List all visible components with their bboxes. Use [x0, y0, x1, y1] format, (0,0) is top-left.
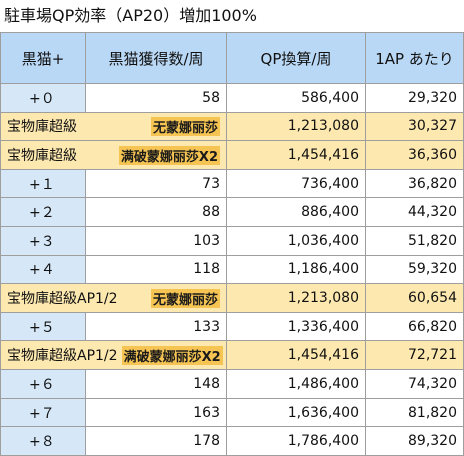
table-row: +０ 58 586,400 29,320	[0, 83, 464, 113]
col-header-qp: QP換算/周	[226, 32, 366, 84]
quest-label: 宝物庫超級AP1/2	[7, 291, 118, 308]
col-header-per-ap: 1AP あたり	[365, 32, 464, 84]
table-row: +３ 103 1,036,400 51,820	[0, 226, 464, 256]
np-note: 满破蒙娜丽莎X2	[118, 145, 220, 165]
quest-label: 宝物庫超級	[7, 148, 77, 165]
table-row: +７ 163 1,636,400 81,820	[0, 397, 464, 428]
qp-cell: 1,336,400	[226, 311, 366, 342]
table-row: +２ 88 886,400 44,320	[0, 197, 464, 228]
qp-cell: 1,186,400	[226, 254, 366, 285]
drop-count-cell: 118	[85, 254, 227, 285]
qp-cell: 736,400	[226, 168, 366, 199]
special-label-cell: 宝物庫超級AP1/2 无蒙娜丽莎	[0, 283, 227, 313]
per-ap-cell: 81,820	[365, 397, 464, 428]
table-row: +６ 148 1,486,400 74,320	[0, 369, 464, 399]
per-ap-cell: 60,654	[365, 283, 464, 313]
per-ap-cell: 59,320	[365, 254, 464, 285]
special-label-cell: 宝物庫超級AP1/2 满破蒙娜丽莎X2	[0, 340, 227, 371]
table-row: 宝物庫超級AP1/2 无蒙娜丽莎 1,213,080 60,654	[0, 283, 464, 313]
special-label-cell: 宝物庫超級 满破蒙娜丽莎X2	[0, 140, 227, 170]
level-cell: +７	[0, 397, 86, 428]
per-ap-cell: 66,820	[365, 311, 464, 342]
table-row: +８ 178 1,786,400 89,320	[0, 426, 464, 456]
table-row: 宝物庫超級 满破蒙娜丽莎X2 1,454,416 36,360	[0, 140, 464, 170]
table-row: +４ 118 1,186,400 59,320	[0, 254, 464, 285]
per-ap-cell: 36,820	[365, 168, 464, 199]
per-ap-cell: 89,320	[365, 426, 464, 456]
level-cell: +０	[0, 83, 86, 113]
drop-count-cell: 178	[85, 426, 227, 456]
np-note: 无蒙娜丽莎	[150, 288, 220, 308]
per-ap-cell: 74,320	[365, 369, 464, 399]
qp-cell: 1,454,416	[226, 140, 366, 170]
special-label-cell: 宝物庫超級 无蒙娜丽莎	[0, 111, 227, 142]
qp-cell: 1,036,400	[226, 226, 366, 256]
qp-cell: 1,454,416	[226, 340, 366, 371]
qp-cell: 1,636,400	[226, 397, 366, 428]
level-cell: +５	[0, 311, 86, 342]
drop-count-cell: 58	[85, 83, 227, 113]
drop-count-cell: 88	[85, 197, 227, 228]
level-cell: +８	[0, 426, 86, 456]
drop-count-cell: 73	[85, 168, 227, 199]
qp-cell: 586,400	[226, 83, 366, 113]
per-ap-cell: 51,820	[365, 226, 464, 256]
qp-cell: 1,213,080	[226, 111, 366, 142]
level-cell: +２	[0, 197, 86, 228]
per-ap-cell: 36,360	[365, 140, 464, 170]
table-row: +５ 133 1,336,400 66,820	[0, 311, 464, 342]
qp-cell: 886,400	[226, 197, 366, 228]
qp-efficiency-table: 黒猫+ 黒猫獲得数/周 QP換算/周 1AP あたり +０ 58 586,400 29…	[0, 32, 464, 456]
table-row: 宝物庫超級 无蒙娜丽莎 1,213,080 30,327	[0, 111, 464, 142]
header-row: 黒猫+ 黒猫獲得数/周 QP換算/周 1AP あたり	[0, 32, 464, 84]
per-ap-cell: 72,721	[365, 340, 464, 371]
drop-count-cell: 163	[85, 397, 227, 428]
col-header-level: 黒猫+	[0, 32, 86, 84]
table-row: +１ 73 736,400 36,820	[0, 168, 464, 199]
level-cell: +６	[0, 369, 86, 399]
quest-label: 宝物庫超級AP1/2	[7, 348, 118, 365]
table-title: 駐車場QP効率（AP20）増加100%	[4, 6, 257, 25]
level-cell: +１	[0, 168, 86, 199]
drop-count-cell: 133	[85, 311, 227, 342]
per-ap-cell: 30,327	[365, 111, 464, 142]
level-cell: +３	[0, 226, 86, 256]
col-header-drops: 黒猫獲得数/周	[85, 32, 227, 84]
qp-cell: 1,786,400	[226, 426, 366, 456]
drop-count-cell: 103	[85, 226, 227, 256]
per-ap-cell: 44,320	[365, 197, 464, 228]
level-cell: +４	[0, 254, 86, 285]
np-note: 满破蒙娜丽莎X2	[121, 345, 223, 365]
table-row: 宝物庫超級AP1/2 满破蒙娜丽莎X2 1,454,416 72,721	[0, 340, 464, 371]
quest-label: 宝物庫超級	[7, 119, 77, 136]
qp-cell: 1,213,080	[226, 283, 366, 313]
drop-count-cell: 148	[85, 369, 227, 399]
qp-cell: 1,486,400	[226, 369, 366, 399]
np-note: 无蒙娜丽莎	[150, 116, 220, 136]
per-ap-cell: 29,320	[365, 83, 464, 113]
